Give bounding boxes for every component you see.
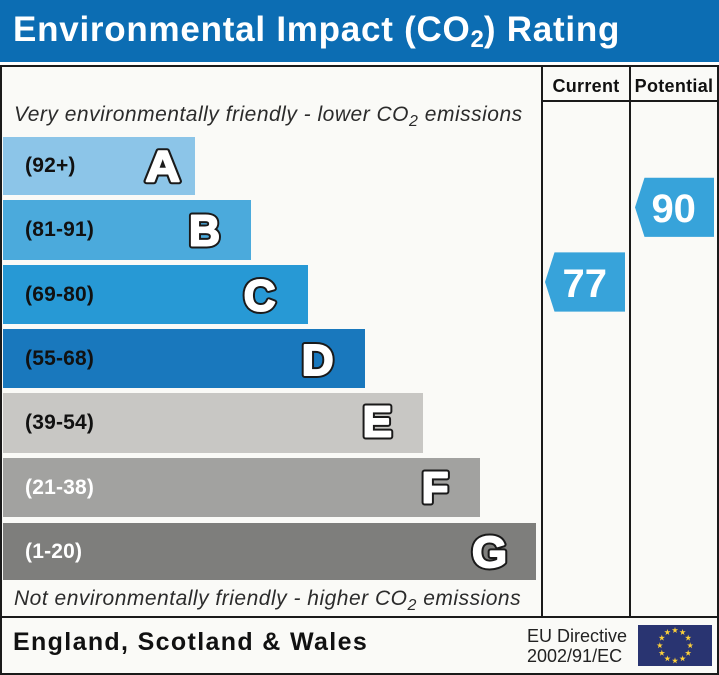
svg-text:G: G [472, 528, 507, 577]
svg-text:C: C [244, 271, 276, 320]
svg-text:B: B [189, 206, 220, 255]
svg-text:G: G [472, 528, 507, 577]
svg-text:90: 90 [651, 187, 696, 231]
svg-text:D: D [302, 336, 334, 385]
svg-text:E: E [363, 398, 392, 447]
svg-text:C: C [244, 271, 276, 320]
svg-text:A: A [146, 142, 181, 191]
svg-text:B: B [189, 206, 220, 255]
svg-text:A: A [146, 142, 181, 191]
svg-text:F: F [422, 463, 449, 512]
svg-text:E: E [363, 398, 392, 447]
svg-text:D: D [302, 336, 334, 385]
svg-text:F: F [422, 463, 449, 512]
svg-text:77: 77 [563, 262, 608, 306]
